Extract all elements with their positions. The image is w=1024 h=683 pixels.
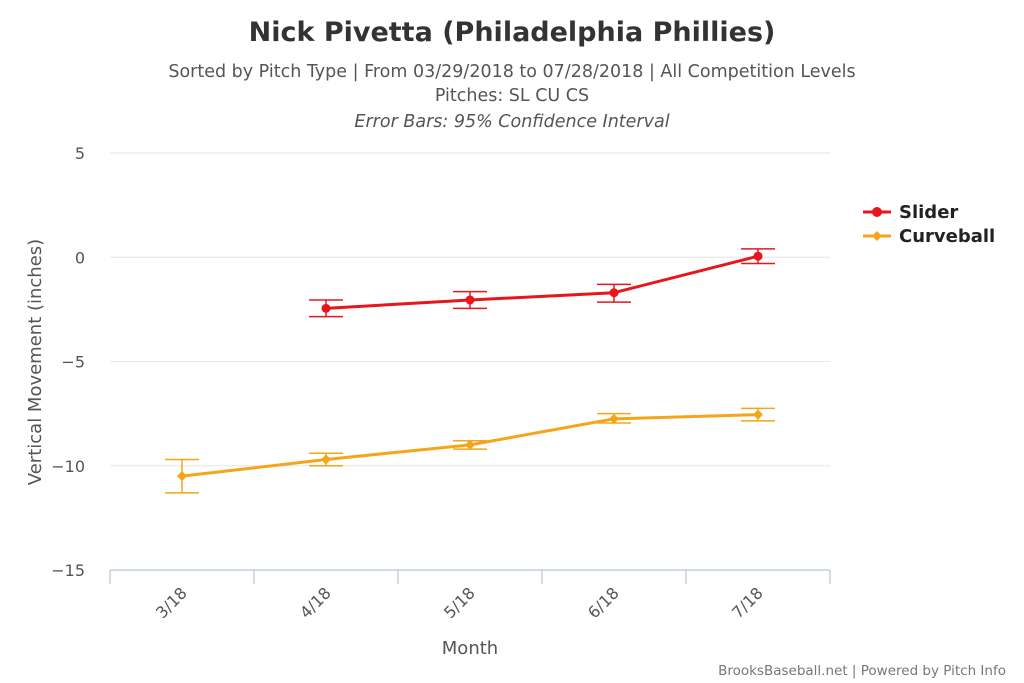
y-tick-label: −10 (51, 457, 85, 476)
x-tick-label: 5/18 (440, 583, 479, 622)
series-curveball (165, 407, 775, 494)
y-tick-label: 5 (75, 144, 85, 163)
data-point[interactable] (465, 439, 475, 450)
y-tick-label: −15 (51, 561, 85, 580)
data-point[interactable] (321, 454, 331, 465)
series-slider (309, 248, 775, 318)
legend: Slider Curveball (863, 202, 995, 247)
chart-subtitle-line-3: Error Bars: 95% Confidence Interval (354, 112, 669, 132)
data-point[interactable] (465, 295, 475, 305)
data-point[interactable] (609, 413, 619, 424)
legend-label: Slider (899, 202, 958, 223)
series-line (325, 254, 759, 310)
x-tick-label: 7/18 (728, 583, 767, 622)
data-point[interactable] (609, 288, 619, 298)
x-tick-label: 4/18 (296, 583, 335, 622)
legend-marker (872, 231, 882, 241)
y-axis-title: Vertical Movement (inches) (25, 239, 46, 485)
legend-label: Curveball (899, 226, 995, 247)
legend-marker (872, 207, 882, 217)
credit-text: BrooksBaseball.net | Powered by Pitch In… (718, 663, 1006, 679)
data-point[interactable] (753, 251, 763, 261)
x-axis: 3/18 4/18 5/18 6/18 7/18 (109, 569, 831, 622)
x-tick-label: 3/18 (152, 583, 191, 622)
y-axis-ticks: 5 0 −5 −10 −15 (51, 144, 85, 580)
grid-lines (110, 152, 830, 467)
x-tick-label: 6/18 (584, 583, 623, 622)
series-layer (165, 248, 775, 494)
chart-title: Nick Pivetta (Philadelphia Phillies) (249, 17, 776, 48)
y-tick-label: 0 (75, 248, 85, 267)
data-point[interactable] (753, 409, 763, 420)
chart-subtitle-line-2: Pitches: SL CU CS (435, 86, 589, 106)
y-tick-label: −5 (61, 353, 85, 372)
legend-item-curveball[interactable]: Curveball (863, 226, 995, 247)
data-point[interactable] (177, 471, 187, 482)
chart-subtitle-line-1: Sorted by Pitch Type | From 03/29/2018 t… (168, 62, 855, 82)
x-axis-title: Month (442, 638, 498, 659)
data-point[interactable] (321, 303, 331, 313)
legend-item-slider[interactable]: Slider (863, 202, 958, 223)
